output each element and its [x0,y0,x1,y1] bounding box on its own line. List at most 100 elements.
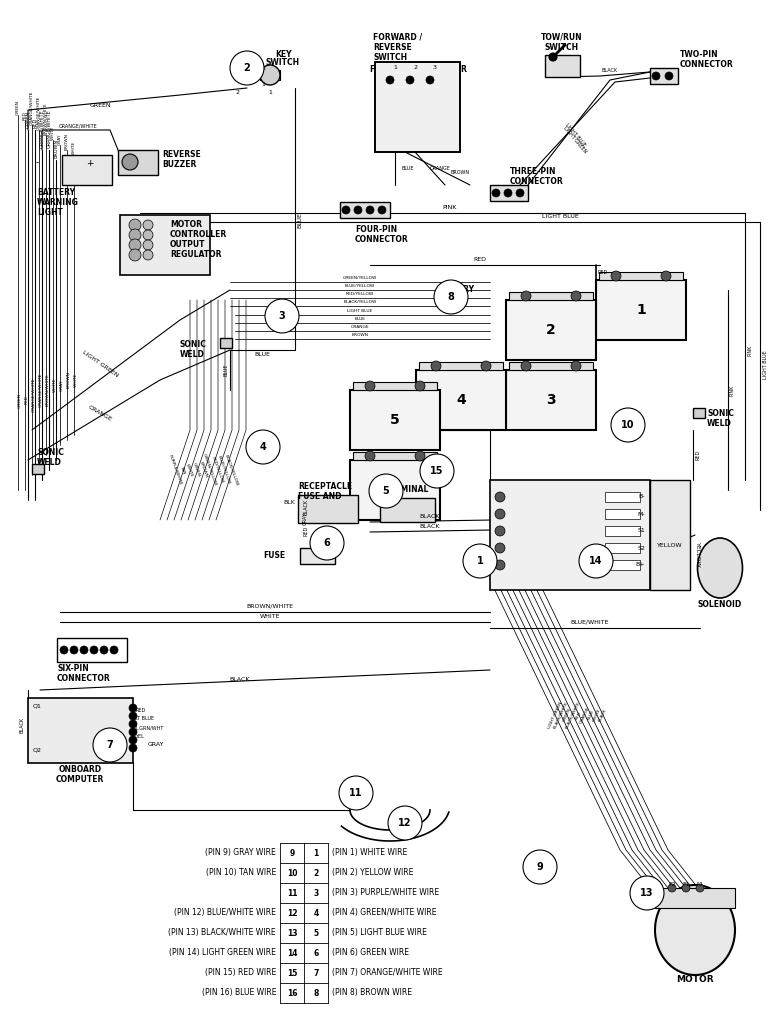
Text: BLACK: BLACK [419,514,440,519]
Text: WHITE: WHITE [53,377,57,392]
Text: (PIN 9) GRAY WIRE: (PIN 9) GRAY WIRE [205,848,276,857]
Text: F2: F2 [669,882,676,887]
Bar [605,509,640,519]
Circle shape [129,229,141,241]
Text: F1: F1 [683,882,690,887]
Circle shape [129,239,141,251]
Text: WHITE: WHITE [592,708,602,722]
Circle shape [378,206,386,214]
Text: 2: 2 [244,63,251,73]
Circle shape [492,189,500,197]
Circle shape [611,408,645,442]
Text: BLACK: BLACK [598,708,608,722]
Text: BLUE/WHITE: BLUE/WHITE [571,620,609,625]
Circle shape [366,206,374,214]
Bar [605,543,640,553]
Circle shape [652,72,660,80]
Bar [693,408,705,418]
Text: MOTOR: MOTOR [676,975,714,984]
Text: BLUE: BLUE [254,352,270,357]
Bar [650,480,690,590]
Text: WELD: WELD [180,350,205,359]
Circle shape [495,492,505,502]
Bar [340,202,390,218]
Bar [350,460,440,520]
Bar [605,526,640,536]
Text: RED: RED [473,257,487,262]
Text: 1: 1 [393,65,397,70]
Circle shape [70,646,78,654]
Text: 9: 9 [290,848,294,857]
Text: SONIC: SONIC [37,448,64,457]
Bar [416,370,506,430]
Circle shape [386,76,394,84]
Text: YEL: YEL [135,735,144,740]
Text: 14: 14 [287,948,298,958]
Text: MOTOR: MOTOR [170,220,202,229]
Text: 5: 5 [390,413,400,427]
Text: BROWN/WHITE: BROWN/WHITE [247,604,294,609]
Text: SIX-PIN: SIX-PIN [57,664,89,673]
Text: 13: 13 [287,929,298,937]
Text: BANK: BANK [443,295,467,304]
Text: ORANGE/WHITE: ORANGE/WHITE [30,91,34,125]
Text: PINK: PINK [443,205,457,210]
Text: RED/YELLOW: RED/YELLOW [210,456,223,484]
Circle shape [230,51,264,85]
Text: +: + [86,159,94,168]
Text: BLACK: BLACK [20,717,25,733]
Text: BLK: BLK [284,500,295,505]
Circle shape [143,250,153,260]
Circle shape [665,72,673,80]
Text: PURPLE/WHITE: PURPLE/WHITE [168,454,183,486]
Text: BATTERY: BATTERY [436,285,474,294]
Circle shape [365,381,375,391]
Text: 6: 6 [313,948,319,958]
Circle shape [426,76,434,84]
Text: 4: 4 [259,442,266,452]
Bar [375,62,460,152]
Bar [260,70,280,80]
Circle shape [696,884,704,892]
Text: OUTPUT: OUTPUT [170,240,205,249]
Text: ORANGE/WHITE: ORANGE/WHITE [37,95,41,130]
Circle shape [571,361,581,371]
Text: RED: RED [135,708,145,712]
Bar [57,638,127,662]
Text: BLUE: BLUE [587,709,595,721]
Text: 1: 1 [261,83,265,88]
Bar [300,548,335,564]
Text: (PIN 15) RED WIRE: (PIN 15) RED WIRE [205,969,276,978]
Text: 8: 8 [313,988,319,997]
Text: BROWN/WHITE: BROWN/WHITE [44,102,48,135]
Text: REGULATOR: REGULATOR [170,250,222,259]
Text: COMPUTER: COMPUTER [55,775,104,784]
Text: BLUE: BLUE [223,364,228,376]
Text: CONNECTOR: CONNECTOR [680,60,734,69]
Text: ORANGE/WHITE: ORANGE/WHITE [59,123,98,128]
Text: GREEN: GREEN [16,100,20,115]
Text: RED: RED [303,526,308,536]
Text: RED: RED [25,396,29,404]
Text: BROWN: BROWN [198,461,208,479]
Circle shape [682,884,690,892]
Text: PINK: PINK [730,385,735,396]
Bar [490,480,650,590]
Text: A1: A1 [696,882,704,887]
Text: (PIN 16) BLUE WIRE: (PIN 16) BLUE WIRE [201,988,276,997]
Text: (PIN 5) LIGHT BLUE WIRE: (PIN 5) LIGHT BLUE WIRE [332,929,427,937]
Circle shape [521,291,531,301]
Bar [220,338,232,348]
Text: SONIC: SONIC [707,408,734,417]
Circle shape [495,560,505,570]
Text: BUZZER: BUZZER [162,160,196,169]
Text: CONNECTOR: CONNECTOR [57,674,111,683]
Circle shape [129,219,141,231]
Circle shape [90,646,98,654]
Text: YELLOW: YELLOW [657,543,683,548]
Bar [118,150,158,175]
Text: (PIN 13) BLACK/WHITE WIRE: (PIN 13) BLACK/WHITE WIRE [169,929,276,937]
Bar [655,888,735,908]
Bar [506,300,596,360]
Text: 13: 13 [640,888,654,898]
